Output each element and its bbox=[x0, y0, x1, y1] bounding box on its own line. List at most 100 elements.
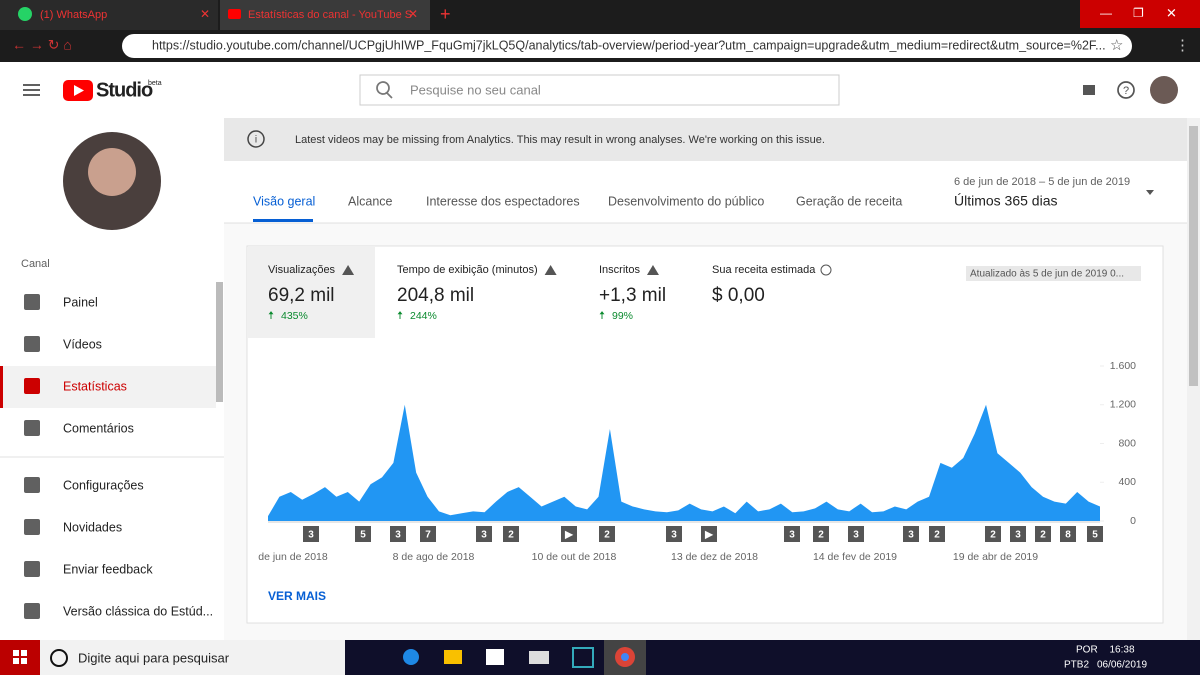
layout: PTB2 bbox=[1064, 660, 1089, 671]
period-range: 6 de jun de 2018 – 5 de jun de 2019 bbox=[954, 176, 1130, 188]
nav-item[interactable]: Enviar feedback bbox=[63, 562, 153, 576]
video-marker-label: 7 bbox=[425, 530, 431, 541]
video-marker[interactable] bbox=[813, 526, 829, 542]
video-marker[interactable] bbox=[903, 526, 919, 542]
analytics-tab[interactable]: Visão geral bbox=[253, 194, 315, 208]
video-marker[interactable] bbox=[390, 526, 406, 542]
video-marker[interactable] bbox=[561, 526, 577, 542]
video-marker[interactable] bbox=[303, 526, 319, 542]
period-label[interactable]: Últimos 365 dias bbox=[954, 193, 1058, 209]
video-marker-label: 2 bbox=[934, 530, 940, 541]
app[interactable] bbox=[529, 651, 549, 664]
video-marker[interactable] bbox=[784, 526, 800, 542]
app[interactable] bbox=[444, 650, 462, 664]
metric-change: 435% bbox=[281, 310, 308, 322]
nav-item[interactable]: Versão clássica do Estúd... bbox=[63, 604, 213, 618]
selected-metric[interactable] bbox=[248, 247, 375, 338]
video-marker[interactable] bbox=[476, 526, 492, 542]
up-arrow: 🠅 bbox=[268, 310, 274, 322]
video-marker[interactable] bbox=[1035, 526, 1051, 542]
up-arrow: 🠅 bbox=[599, 310, 605, 322]
nav-icon bbox=[24, 336, 40, 352]
create-icon[interactable] bbox=[1083, 85, 1095, 95]
video-marker[interactable] bbox=[420, 526, 436, 542]
video-marker[interactable] bbox=[666, 526, 682, 542]
video-marker[interactable] bbox=[1060, 526, 1076, 542]
updated: Atualizado às 5 de jun de 2019 0... bbox=[970, 269, 1124, 280]
maximize[interactable]: ❐ bbox=[1133, 6, 1144, 20]
svg-text:i: i bbox=[255, 135, 257, 146]
notice: Latest videos may be missing from Analyt… bbox=[295, 134, 825, 146]
tab[interactable] bbox=[220, 0, 430, 30]
app[interactable] bbox=[486, 649, 504, 665]
video-marker[interactable] bbox=[1010, 526, 1026, 542]
nav-item[interactable]: Painel bbox=[63, 295, 98, 309]
app[interactable] bbox=[572, 647, 594, 668]
minimize[interactable]: — bbox=[1100, 6, 1112, 20]
video-marker-label: 3 bbox=[308, 530, 314, 541]
tab-close[interactable]: ✕ bbox=[200, 7, 210, 21]
taskbar-search-text: Digite aqui para pesquisar bbox=[78, 650, 230, 665]
video-marker[interactable] bbox=[701, 526, 717, 542]
nav-icon bbox=[24, 603, 40, 619]
video-marker[interactable] bbox=[503, 526, 519, 542]
window-controls bbox=[1080, 0, 1200, 28]
address-bar[interactable] bbox=[122, 34, 1132, 58]
avatar[interactable] bbox=[1150, 76, 1178, 104]
analytics-tab[interactable]: Interesse dos espectadores bbox=[426, 194, 580, 208]
metric-label: Tempo de exibição (minutos) bbox=[397, 264, 538, 276]
section-label: Canal bbox=[21, 258, 50, 270]
nav-item[interactable]: Novidades bbox=[63, 520, 122, 534]
video-marker-label: 5 bbox=[360, 530, 366, 541]
lang: POR bbox=[1076, 645, 1098, 656]
nav-item[interactable]: Configurações bbox=[63, 478, 144, 492]
analytics-tab[interactable]: Alcance bbox=[348, 194, 393, 208]
svg-text:?: ? bbox=[1123, 85, 1129, 97]
video-marker[interactable] bbox=[929, 526, 945, 542]
nav-item[interactable]: Comentários bbox=[63, 421, 134, 435]
nav-buttons[interactable]: ← → ↻ ⌂ bbox=[12, 37, 72, 53]
video-marker[interactable] bbox=[599, 526, 615, 542]
video-marker[interactable] bbox=[985, 526, 1001, 542]
see-more[interactable]: VER MAIS bbox=[268, 589, 326, 603]
tab-title: Estatísticas do canal - YouTube S bbox=[248, 9, 412, 21]
menu[interactable]: ⋮ bbox=[1175, 37, 1190, 54]
taskbar-search[interactable] bbox=[40, 640, 345, 675]
video-marker-label: 3 bbox=[1015, 530, 1021, 541]
help-icon[interactable] bbox=[1117, 81, 1135, 99]
logo[interactable]: Studio bbox=[96, 79, 154, 101]
app[interactable] bbox=[403, 649, 419, 665]
analytics-tab[interactable]: Desenvolvimento do público bbox=[608, 194, 764, 208]
video-marker-label: 3 bbox=[908, 530, 914, 541]
nav-icon bbox=[24, 420, 40, 436]
badge: beta bbox=[148, 80, 162, 87]
metric-value: +1,3 mil bbox=[599, 285, 666, 306]
video-marker-label: 8 bbox=[1065, 530, 1071, 541]
nav-item[interactable]: Estatísticas bbox=[63, 379, 127, 393]
y-tick-label: 1.200 bbox=[1110, 399, 1136, 411]
y-tick-label: 800 bbox=[1118, 437, 1136, 449]
tab-close[interactable]: ✕ bbox=[408, 7, 418, 21]
search-box[interactable] bbox=[359, 74, 840, 106]
video-marker[interactable] bbox=[848, 526, 864, 542]
url: https://studio.youtube.com/channel/UCPgj… bbox=[152, 38, 1106, 52]
close[interactable]: ✕ bbox=[1166, 5, 1177, 20]
y-tick-label: 1.600 bbox=[1110, 360, 1136, 372]
new-tab[interactable]: + bbox=[440, 4, 451, 24]
nav-icon bbox=[24, 561, 40, 577]
metric-value: 204,8 mil bbox=[397, 285, 474, 306]
video-marker-label: ▶ bbox=[704, 530, 714, 541]
tab[interactable] bbox=[0, 0, 218, 30]
video-marker[interactable] bbox=[1087, 526, 1103, 542]
video-marker-label: ▶ bbox=[564, 530, 574, 541]
x-tick-label: 14 de fev de 2019 bbox=[813, 551, 897, 563]
video-marker[interactable] bbox=[355, 526, 371, 542]
analytics-tab[interactable]: Geração de receita bbox=[796, 194, 902, 208]
nav-item[interactable]: Vídeos bbox=[63, 337, 102, 351]
y-tick-label: 400 bbox=[1118, 476, 1136, 488]
bookmark[interactable]: ☆ bbox=[1110, 37, 1123, 54]
hamburger[interactable] bbox=[23, 84, 40, 96]
start[interactable] bbox=[0, 640, 40, 675]
nav-icon bbox=[24, 378, 40, 394]
video-marker-label: 2 bbox=[990, 530, 996, 541]
